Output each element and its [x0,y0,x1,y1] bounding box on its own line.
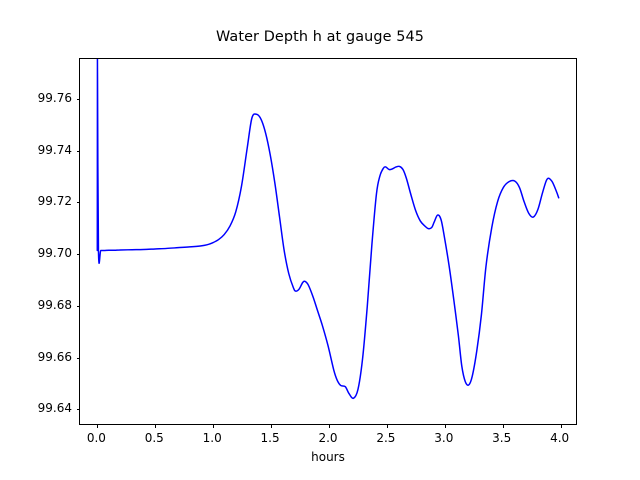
x-tick-mark [444,424,446,428]
y-tick-mark [76,202,80,204]
y-tick-label: 99.70 [37,246,72,261]
y-tick-label: 99.66 [37,349,72,364]
y-tick-mark [76,99,80,101]
y-tick-label: 99.74 [37,142,72,157]
y-tick-label: 99.68 [37,297,72,312]
x-tick-mark [97,424,99,428]
water-depth-curve [96,59,560,400]
x-tick-label: 3.5 [492,431,512,445]
x-tick-mark [386,424,388,428]
x-tick-label: 3.0 [434,431,454,445]
x-tick-label: 0.0 [86,431,106,445]
y-tick-label: 99.72 [37,194,72,209]
x-tick-label: 4.0 [550,431,570,445]
x-tick-label: 1.5 [260,431,280,445]
y-tick-mark [76,357,80,359]
x-tick-mark [155,424,157,428]
x-tick-mark [502,424,504,428]
x-tick-mark [329,424,330,428]
page-title: Water Depth h at gauge 545 [216,29,424,45]
y-tick-mark [76,150,80,152]
y-axis-tick-labels: 99.64 99.66 99.68 99.70 99.72 99.74 99.76 [0,58,72,425]
x-axis-label: hours [311,450,345,464]
x-tick-mark [560,424,562,428]
y-tick-mark [76,409,80,411]
x-tick-label: 1.0 [202,431,222,445]
x-tick-mark [213,424,215,428]
x-tick-label: 2.0 [318,431,338,445]
x-axis-tick-labels: 0.0 0.5 1.0 1.5 2.0 2.5 3.0 3.5 4.0 [0,431,640,451]
x-tick-label: 2.5 [376,431,396,445]
x-tick-label: 0.5 [144,431,164,445]
y-tick-label: 99.64 [37,401,72,416]
y-tick-mark [76,305,80,307]
y-tick-mark [76,254,80,256]
x-tick-mark [271,424,273,428]
y-tick-label: 99.76 [37,91,72,106]
line-series-h [96,59,560,400]
plot-area [76,58,577,428]
